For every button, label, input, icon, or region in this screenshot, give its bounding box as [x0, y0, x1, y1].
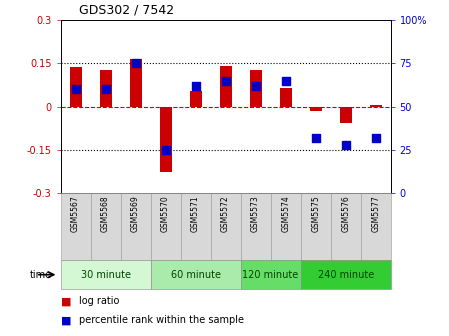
FancyBboxPatch shape: [180, 193, 211, 260]
Text: log ratio: log ratio: [79, 296, 119, 306]
Point: [102, 87, 109, 92]
Point: [162, 147, 169, 153]
FancyBboxPatch shape: [301, 260, 391, 289]
Point: [192, 83, 199, 89]
Text: GSM5574: GSM5574: [281, 195, 290, 232]
Text: GSM5569: GSM5569: [131, 195, 140, 232]
Bar: [100, 70, 112, 107]
Text: GSM5568: GSM5568: [101, 195, 110, 232]
FancyBboxPatch shape: [330, 193, 361, 260]
Text: GSM5570: GSM5570: [161, 195, 170, 232]
FancyBboxPatch shape: [121, 193, 150, 260]
Bar: [370, 105, 382, 107]
Text: ■: ■: [61, 316, 71, 325]
FancyBboxPatch shape: [271, 193, 301, 260]
Text: GSM5573: GSM5573: [251, 195, 260, 232]
Text: 240 minute: 240 minute: [317, 270, 374, 280]
Point: [312, 135, 319, 140]
Bar: [310, 107, 321, 111]
Bar: [339, 107, 352, 123]
FancyBboxPatch shape: [61, 193, 91, 260]
Bar: [130, 59, 141, 107]
FancyBboxPatch shape: [211, 193, 241, 260]
Text: ■: ■: [61, 296, 71, 306]
Text: 30 minute: 30 minute: [81, 270, 131, 280]
Text: time: time: [30, 270, 52, 280]
Text: GSM5567: GSM5567: [71, 195, 80, 232]
Point: [282, 78, 289, 83]
Point: [252, 83, 259, 89]
Text: GSM5576: GSM5576: [341, 195, 350, 232]
Text: GSM5571: GSM5571: [191, 195, 200, 232]
Bar: [220, 66, 232, 107]
FancyBboxPatch shape: [150, 260, 241, 289]
FancyBboxPatch shape: [241, 193, 271, 260]
FancyBboxPatch shape: [61, 260, 150, 289]
FancyBboxPatch shape: [150, 193, 180, 260]
Text: 120 minute: 120 minute: [242, 270, 299, 280]
Text: GSM5575: GSM5575: [311, 195, 320, 232]
Bar: [280, 88, 292, 107]
Bar: [189, 91, 202, 107]
Text: percentile rank within the sample: percentile rank within the sample: [79, 316, 243, 325]
FancyBboxPatch shape: [91, 193, 121, 260]
Text: GDS302 / 7542: GDS302 / 7542: [79, 4, 174, 17]
FancyBboxPatch shape: [361, 193, 391, 260]
Text: GSM5577: GSM5577: [371, 195, 380, 232]
Point: [132, 61, 139, 66]
Point: [342, 142, 349, 148]
Bar: [70, 67, 82, 107]
FancyBboxPatch shape: [241, 260, 301, 289]
FancyBboxPatch shape: [301, 193, 330, 260]
Bar: [160, 107, 172, 172]
Point: [372, 135, 379, 140]
Text: GSM5572: GSM5572: [221, 195, 230, 232]
Point: [222, 78, 229, 83]
Text: 60 minute: 60 minute: [171, 270, 220, 280]
Point: [72, 87, 79, 92]
Bar: [250, 70, 262, 107]
